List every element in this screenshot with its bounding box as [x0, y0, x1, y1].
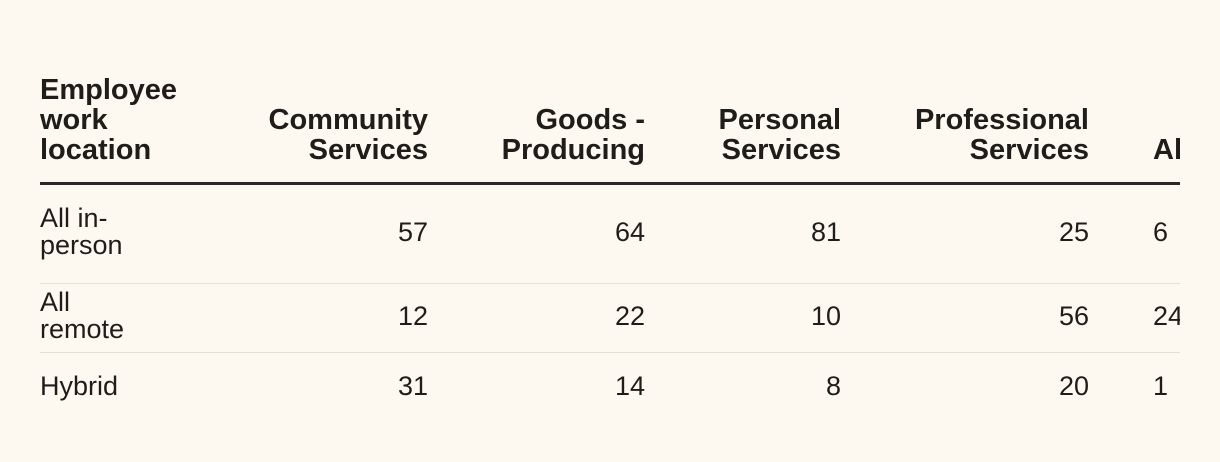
- row-label: All in-person: [40, 203, 123, 260]
- column-header: Personal Services: [718, 104, 842, 166]
- cell-value: 20: [1058, 370, 1089, 401]
- cell-value: 56: [1058, 300, 1089, 331]
- cell-value: 64: [614, 216, 645, 247]
- table: Employee work location Community Services…: [40, 74, 1180, 401]
- cell-value: 6: [1153, 216, 1169, 247]
- column-header: Professional Services: [914, 104, 1089, 166]
- cell-value: 81: [810, 216, 841, 247]
- cell-value: 10: [810, 300, 841, 331]
- row-divider: [40, 283, 1180, 284]
- column-header: Goods - Producing: [501, 104, 645, 166]
- cell-value: 24: [1153, 300, 1180, 331]
- row-divider: [40, 352, 1180, 353]
- cell-value: 14: [614, 370, 645, 401]
- cell-value: 22: [614, 300, 645, 331]
- cell-value: 57: [397, 216, 428, 247]
- cell-value: 25: [1058, 216, 1089, 247]
- cell-value: 31: [397, 370, 428, 401]
- column-header: Community Services: [268, 104, 429, 166]
- cell-value: 12: [397, 300, 428, 331]
- row-label: Hybrid: [40, 370, 119, 401]
- row-label: All remote: [40, 287, 125, 344]
- column-header: Al: [1153, 134, 1180, 166]
- cell-value: 8: [825, 370, 841, 401]
- column-header: Employee work location: [40, 74, 177, 166]
- cell-value: 1: [1153, 370, 1169, 401]
- header-rule: [40, 182, 1180, 185]
